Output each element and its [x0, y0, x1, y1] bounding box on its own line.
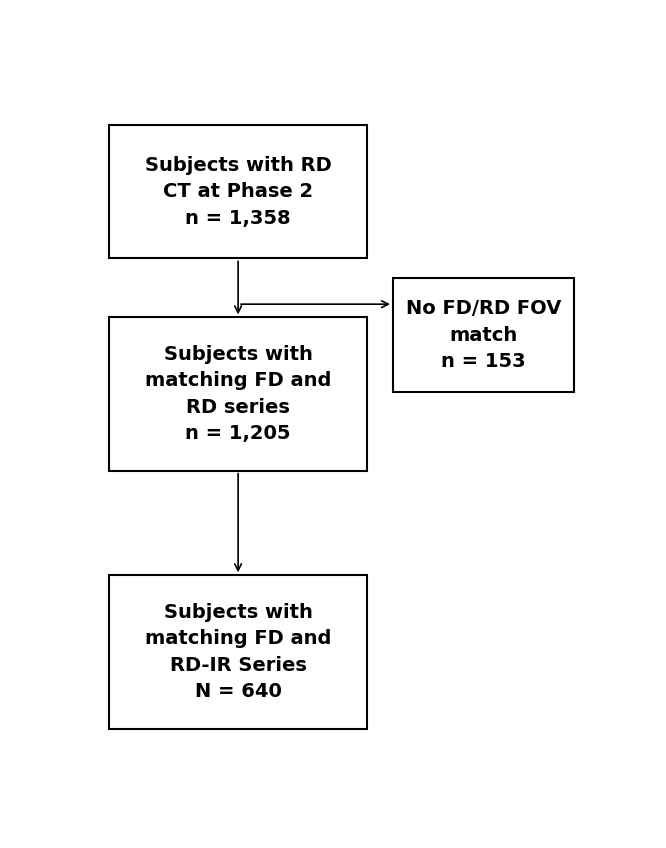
- FancyBboxPatch shape: [393, 278, 573, 393]
- Text: Subjects with
matching FD and
RD-IR Series
N = 640: Subjects with matching FD and RD-IR Seri…: [145, 603, 331, 701]
- Text: Subjects with RD
CT at Phase 2
n = 1,358: Subjects with RD CT at Phase 2 n = 1,358: [145, 155, 332, 227]
- Text: No FD/RD FOV
match
n = 153: No FD/RD FOV match n = 153: [406, 299, 561, 371]
- Text: Subjects with
matching FD and
RD series
n = 1,205: Subjects with matching FD and RD series …: [145, 344, 331, 444]
- FancyBboxPatch shape: [109, 125, 367, 259]
- FancyBboxPatch shape: [109, 317, 367, 471]
- FancyBboxPatch shape: [109, 575, 367, 728]
